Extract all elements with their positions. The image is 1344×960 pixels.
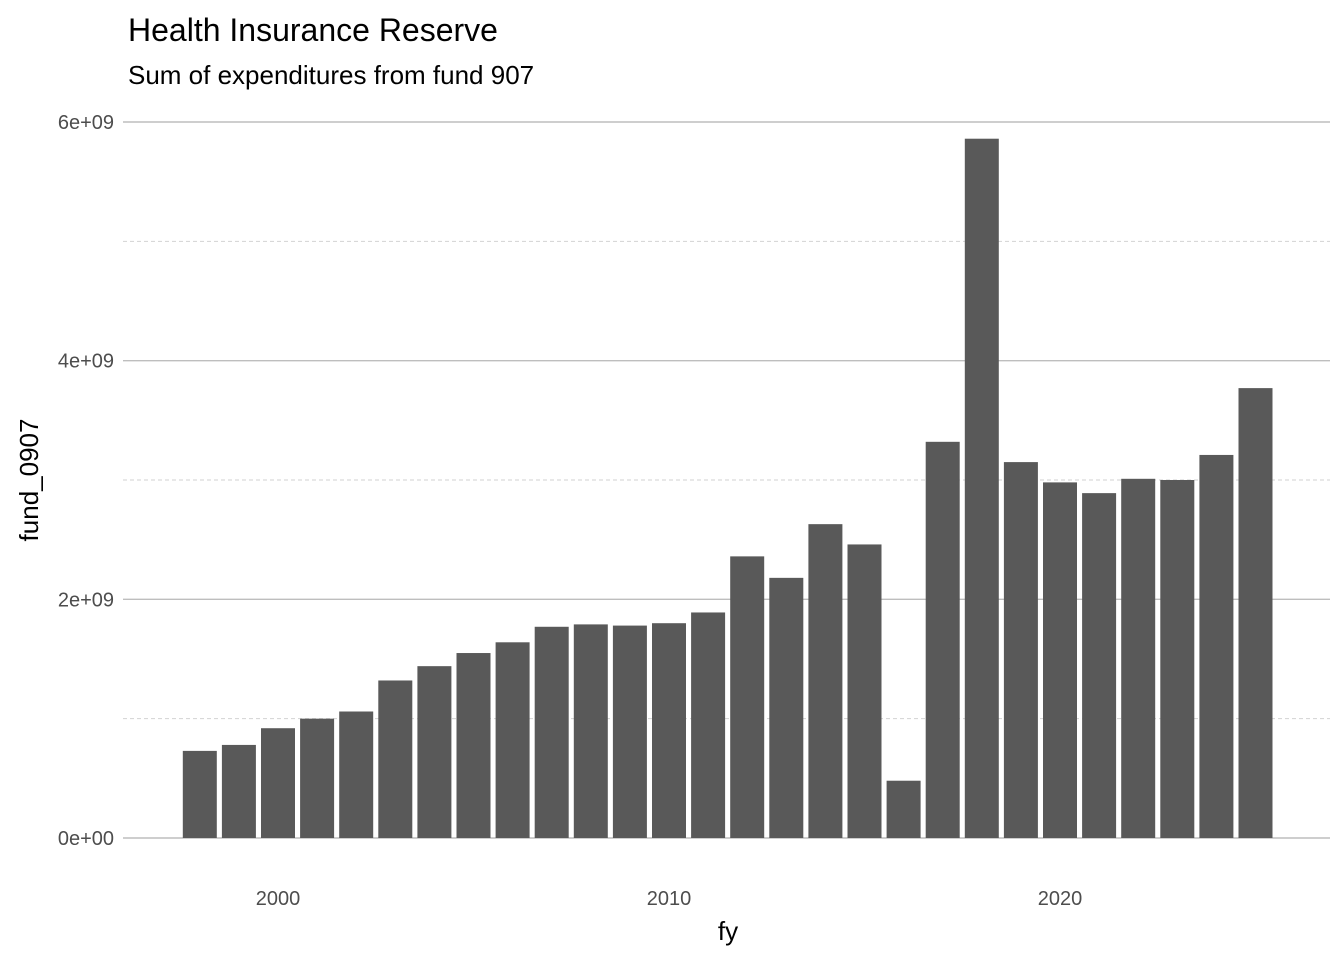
bar-2012 bbox=[730, 556, 765, 838]
bar-2000 bbox=[261, 728, 295, 838]
bar-2004 bbox=[417, 666, 452, 838]
bar-2024 bbox=[1199, 454, 1234, 838]
bar-2013 bbox=[769, 577, 804, 838]
bar-2009 bbox=[612, 625, 647, 838]
bar-2017 bbox=[925, 441, 960, 838]
y-tick-label: 6e+09 bbox=[58, 112, 114, 134]
chart-title: Health Insurance Reserve bbox=[128, 12, 498, 48]
bar-1998 bbox=[182, 750, 217, 838]
bar-2005 bbox=[456, 653, 491, 838]
bar-2007 bbox=[534, 626, 569, 838]
bar-2001 bbox=[300, 718, 335, 838]
bar-2015 bbox=[847, 544, 882, 838]
y-axis-title: fund_0907 bbox=[14, 419, 44, 542]
y-tick-label: 0e+00 bbox=[58, 828, 114, 850]
bar-2011 bbox=[691, 612, 726, 838]
bar-2003 bbox=[378, 680, 413, 838]
y-tick-label: 2e+09 bbox=[58, 589, 114, 611]
bars bbox=[182, 138, 1273, 838]
bar-2018 bbox=[964, 138, 999, 838]
bar-2006 bbox=[495, 642, 530, 838]
x-tick-label: 2000 bbox=[256, 888, 301, 910]
bar-2021 bbox=[1082, 493, 1117, 838]
bar-2010 bbox=[652, 623, 686, 838]
x-axis-title: fy bbox=[718, 916, 738, 946]
bar-2019 bbox=[1003, 462, 1038, 838]
chart-subtitle: Sum of expenditures from fund 907 bbox=[128, 60, 534, 90]
bar-2008 bbox=[573, 624, 608, 838]
x-tick-label: 2020 bbox=[1038, 888, 1083, 910]
x-tick-label: 2010 bbox=[647, 888, 692, 910]
bar-2020 bbox=[1043, 482, 1077, 838]
bar-2025 bbox=[1238, 388, 1273, 838]
bar-2023 bbox=[1160, 480, 1195, 838]
bar-2002 bbox=[339, 711, 374, 838]
tick-labels: 0e+00 2e+09 4e+09 6e+09 2000 2010 2020 bbox=[58, 112, 1082, 910]
bar-2022 bbox=[1121, 478, 1156, 838]
bar-2014 bbox=[808, 524, 843, 838]
y-tick-label: 4e+09 bbox=[58, 351, 114, 373]
bar-1999 bbox=[221, 744, 256, 838]
bar-2016 bbox=[886, 780, 921, 838]
